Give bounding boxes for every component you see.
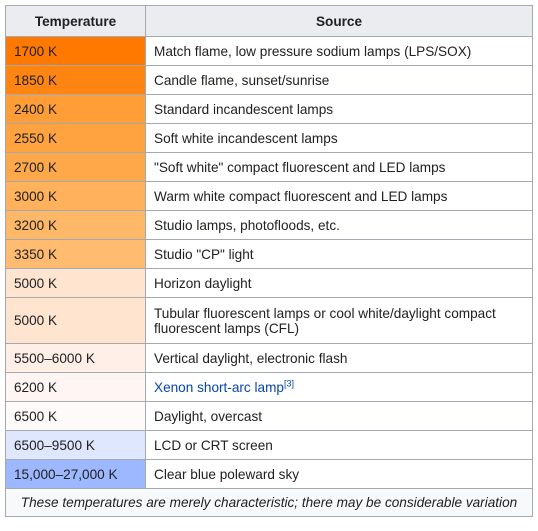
temperature-cell: 5000 K [5,268,146,298]
temperature-cell: 2700 K [5,152,146,182]
temperature-cell: 1700 K [5,36,146,66]
table-row: 3000 K Warm white compact fluorescent an… [5,181,533,211]
table-row: 5500–6000 K Vertical daylight, electroni… [5,343,533,373]
table-row: 3200 K Studio lamps, photofloods, etc. [5,210,533,240]
source-cell: Vertical daylight, electronic flash [145,343,533,373]
source-header: Source [145,5,533,37]
temperature-cell: 3000 K [5,181,146,211]
temperature-cell: 6500 K [5,401,146,431]
temperature-cell: 6200 K [5,372,146,402]
temperature-cell: 6500–9500 K [5,430,146,460]
table-row: 1700 K Match flame, low pressure sodium … [5,36,533,66]
temperature-cell: 1850 K [5,65,146,95]
source-cell: Studio lamps, photofloods, etc. [145,210,533,240]
source-cell: Soft white incandescent lamps [145,123,533,153]
color-temperature-table: Temperature Source 1700 K Match flame, l… [5,5,533,517]
table-row: 5000 K Tubular fluorescent lamps or cool… [5,297,533,344]
table-row: 5000 K Horizon daylight [5,268,533,298]
temperature-header: Temperature [5,5,146,37]
source-cell: Xenon short-arc lamp[3] [145,372,533,402]
temperature-cell: 2550 K [5,123,146,153]
source-cell: Horizon daylight [145,268,533,298]
table-row: 1850 K Candle flame, sunset/sunrise [5,65,533,95]
table-row: 2700 K "Soft white" compact fluorescent … [5,152,533,182]
temperature-cell: 3200 K [5,210,146,240]
source-cell: Tubular fluorescent lamps or cool white/… [145,297,533,344]
table-row: 2550 K Soft white incandescent lamps [5,123,533,153]
source-cell: Match flame, low pressure sodium lamps (… [145,36,533,66]
temperature-cell: 15,000–27,000 K [5,459,146,489]
xenon-lamp-link[interactable]: Xenon short-arc lamp [154,379,284,395]
temperature-cell: 5000 K [5,297,146,344]
table-row: 3350 K Studio "CP" light [5,239,533,269]
source-cell: LCD or CRT screen [145,430,533,460]
table-row: 15,000–27,000 K Clear blue poleward sky [5,459,533,489]
temperature-cell: 2400 K [5,94,146,124]
header-row: Temperature Source [5,5,533,37]
source-cell: Candle flame, sunset/sunrise [145,65,533,95]
temperature-cell: 3350 K [5,239,146,269]
reference-link[interactable]: [3] [283,377,294,388]
source-cell: Studio "CP" light [145,239,533,269]
source-cell: Warm white compact fluorescent and LED l… [145,181,533,211]
source-cell: Daylight, overcast [145,401,533,431]
source-cell: "Soft white" compact fluorescent and LED… [145,152,533,182]
table-row: 6500–9500 K LCD or CRT screen [5,430,533,460]
footnote-row: These temperatures are merely characteri… [5,488,533,517]
temperature-cell: 5500–6000 K [5,343,146,373]
footnote: These temperatures are merely characteri… [5,488,533,517]
table-row: 6500 K Daylight, overcast [5,401,533,431]
source-cell: Standard incandescent lamps [145,94,533,124]
table-row: 6200 K Xenon short-arc lamp[3] [5,372,533,402]
source-cell: Clear blue poleward sky [145,459,533,489]
table-row: 2400 K Standard incandescent lamps [5,94,533,124]
